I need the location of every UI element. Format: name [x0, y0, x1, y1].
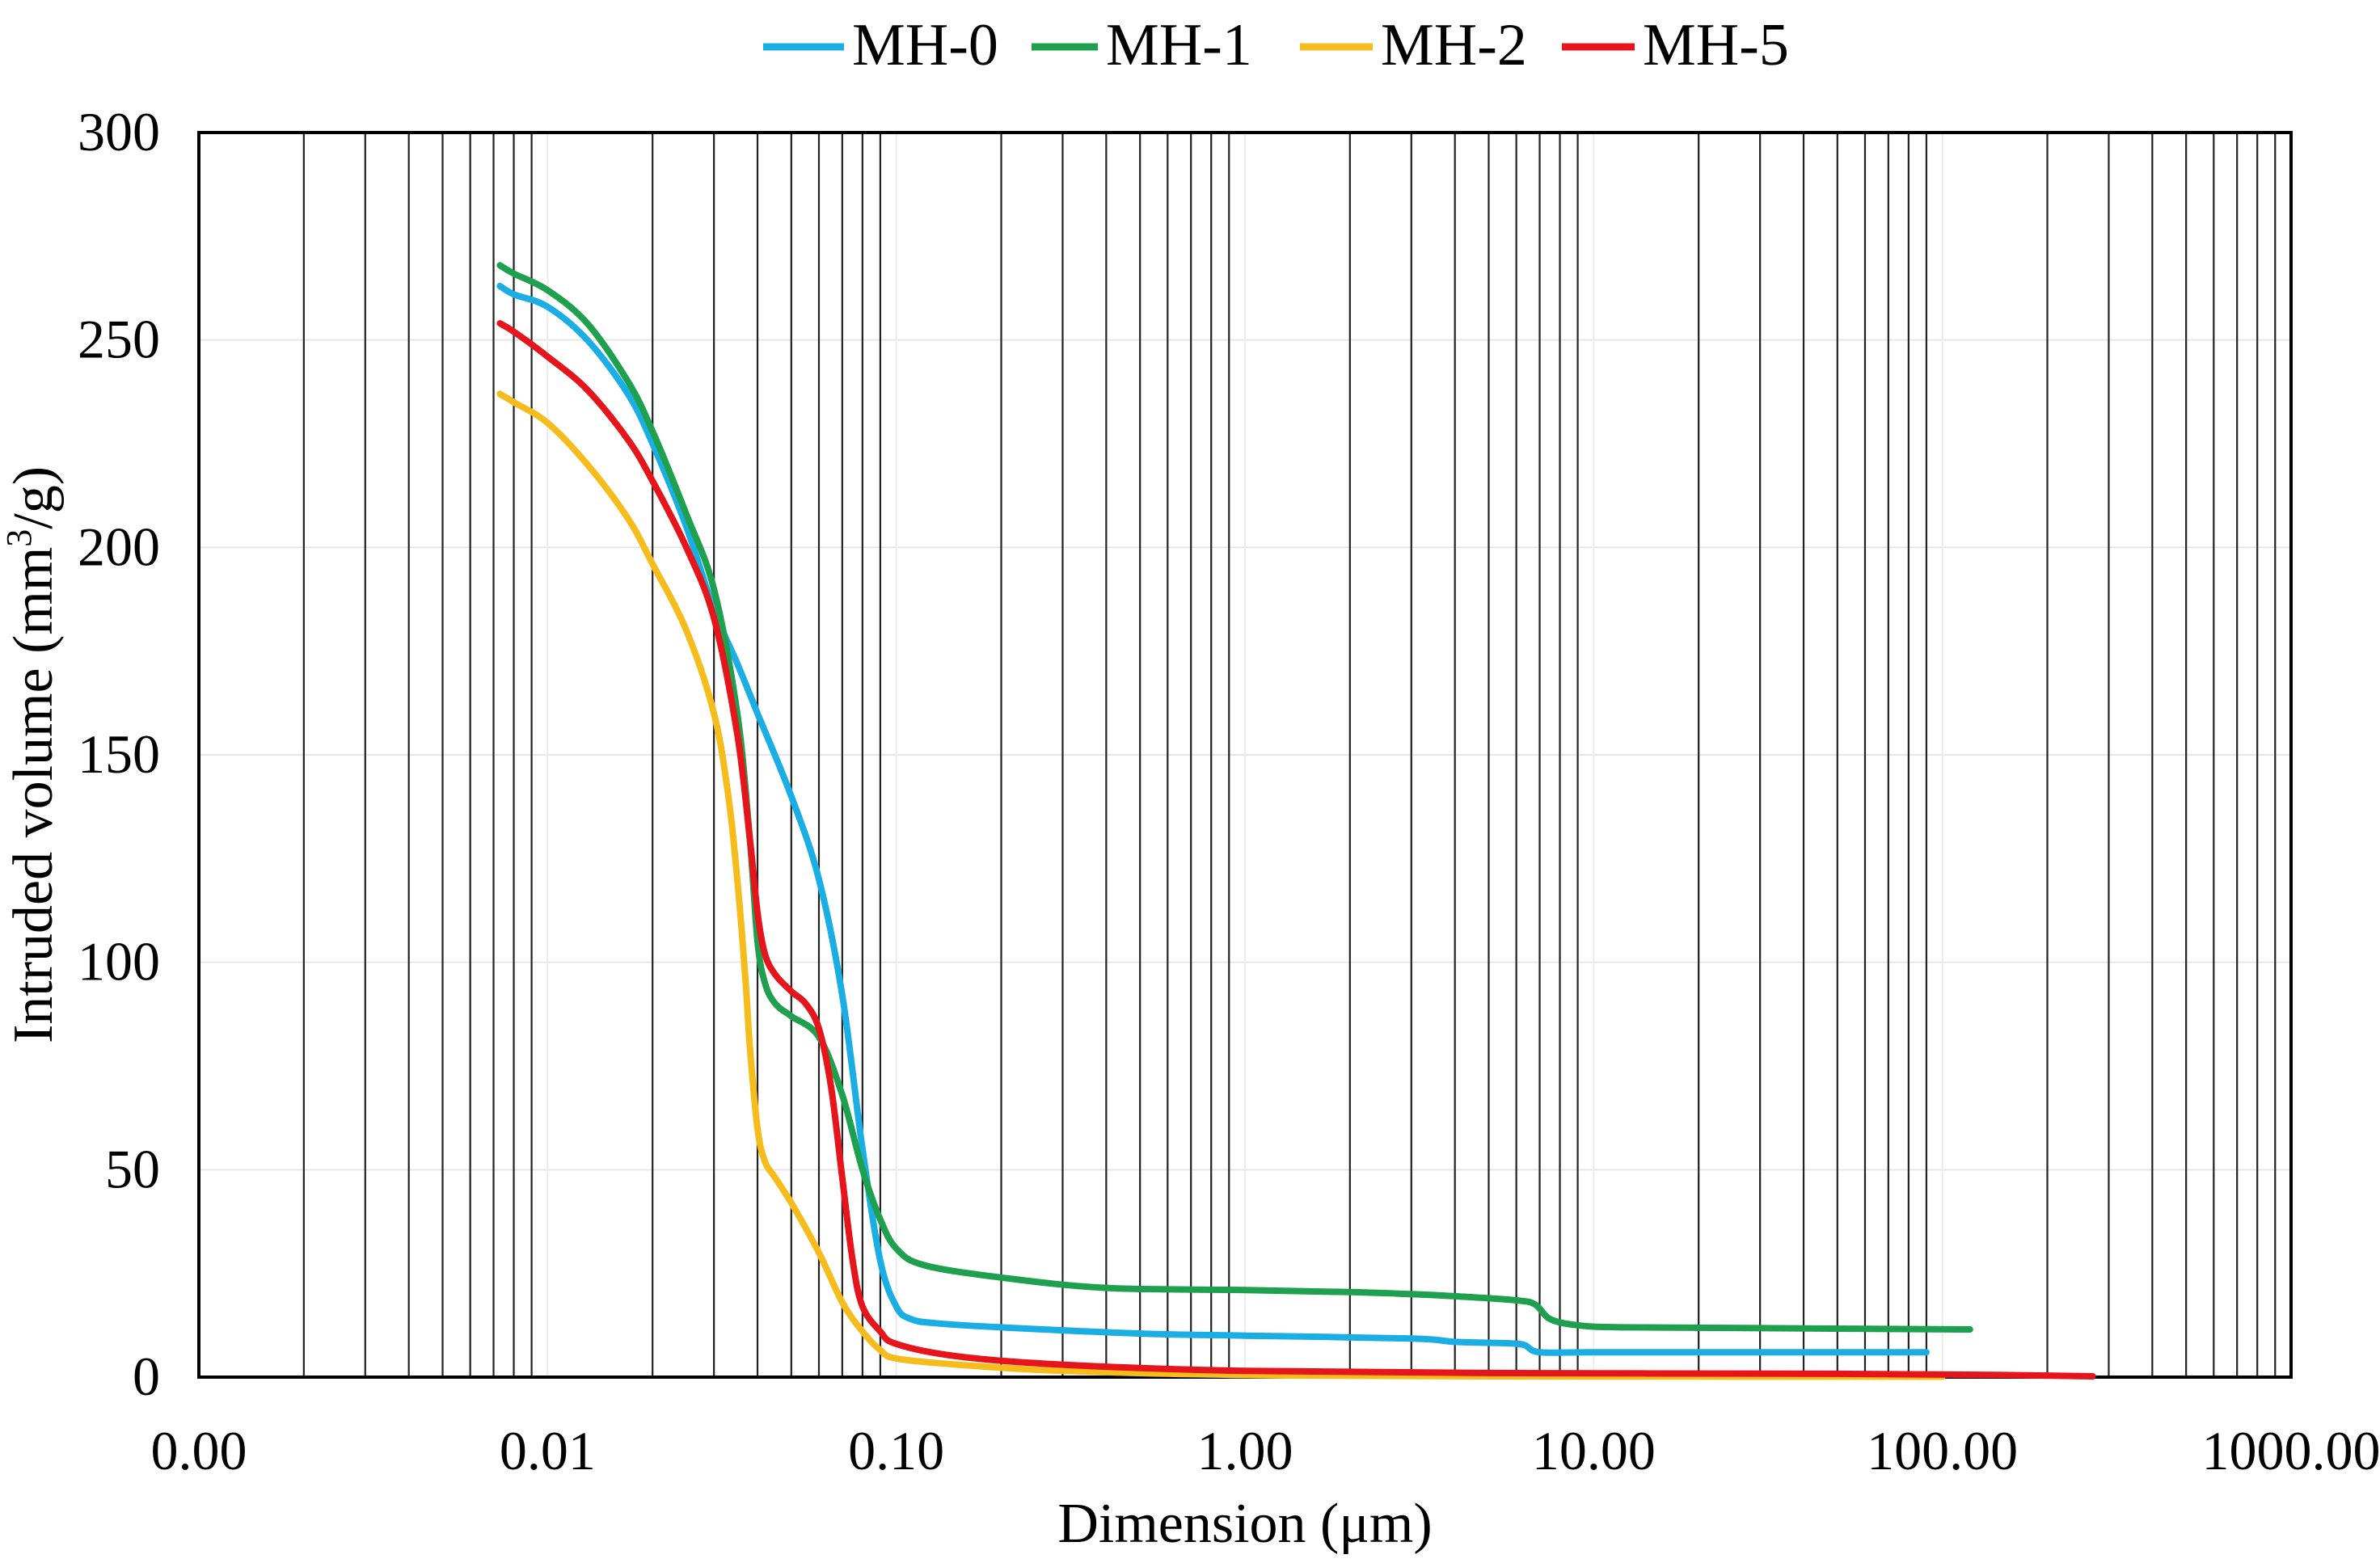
- y-axis-title-sup: 3: [0, 529, 39, 547]
- x-axis-title: Dimension (μm): [1057, 1493, 1432, 1555]
- x-tick-label: 0.10: [848, 1420, 944, 1481]
- y-axis-title-tail: /g): [2, 466, 65, 529]
- series-lines: [496, 262, 2096, 1380]
- legend-label-mh-1: MH-1: [1106, 12, 1252, 78]
- y-tick-label: 250: [78, 309, 160, 370]
- legend: MH-0 MH-1 MH-2 MH-5: [763, 12, 1789, 78]
- series-line-mh-0: [496, 282, 1930, 1356]
- legend-label-mh-0: MH-0: [852, 12, 998, 78]
- x-tick-label: 1000.00: [2202, 1420, 2380, 1481]
- series-line-mh-5: [496, 320, 2096, 1380]
- y-tick-label: 100: [78, 931, 160, 992]
- x-tick-label: 0.00: [151, 1420, 247, 1481]
- y-axis-title-main: Intruded volume (mm: [2, 547, 65, 1043]
- x-tick-label: 0.01: [500, 1420, 596, 1481]
- y-tick-label: 300: [78, 101, 160, 162]
- y-tick-label: 0: [133, 1346, 160, 1407]
- y-axis-title: Intruded volume (mm3/g): [0, 466, 65, 1043]
- y-tick-label: 200: [78, 516, 160, 577]
- x-tick-label: 1.00: [1197, 1420, 1293, 1481]
- x-tick-label: 10.00: [1532, 1420, 1656, 1481]
- series-line-mh-2: [496, 390, 1946, 1380]
- major-gridlines: [302, 133, 2277, 1377]
- x-tick-label: 100.00: [1867, 1420, 2018, 1481]
- legend-label-mh-2: MH-2: [1381, 12, 1527, 78]
- legend-label-mh-5: MH-5: [1643, 12, 1789, 78]
- y-tick-labels: 0 50 100 150 200 250 300: [78, 101, 160, 1407]
- series-line-mh-1: [496, 262, 1973, 1333]
- x-tick-labels: 0.00 0.01 0.10 1.00 10.00 100.00 1000.00: [151, 1420, 2380, 1481]
- y-tick-label: 150: [78, 723, 160, 785]
- y-tick-label: 50: [105, 1138, 160, 1199]
